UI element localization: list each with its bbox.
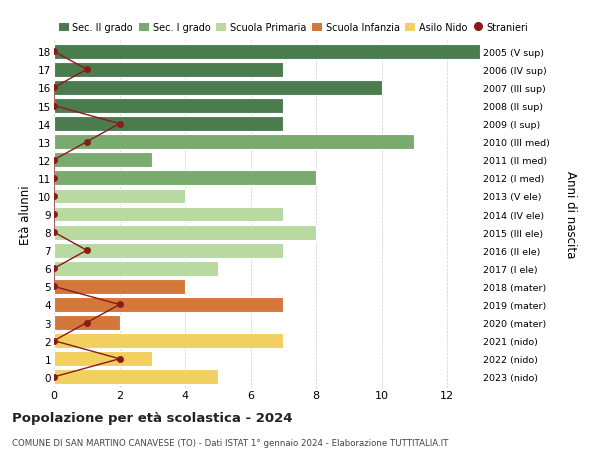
Y-axis label: Età alunni: Età alunni	[19, 185, 32, 244]
Bar	[54, 81, 382, 95]
Bar	[54, 243, 283, 258]
Y-axis label: Anni di nascita: Anni di nascita	[563, 171, 577, 258]
Bar	[54, 261, 218, 276]
Bar	[54, 297, 283, 312]
Bar	[54, 189, 185, 204]
Text: Popolazione per età scolastica - 2024: Popolazione per età scolastica - 2024	[12, 412, 293, 425]
Text: COMUNE DI SAN MARTINO CANAVESE (TO) - Dati ISTAT 1° gennaio 2024 - Elaborazione : COMUNE DI SAN MARTINO CANAVESE (TO) - Da…	[12, 438, 448, 448]
Bar	[54, 45, 480, 60]
Bar	[54, 315, 119, 330]
Bar	[54, 117, 283, 132]
Bar	[54, 99, 283, 114]
Bar	[54, 280, 185, 294]
Bar	[54, 171, 316, 186]
Bar	[54, 135, 415, 150]
Bar	[54, 153, 152, 168]
Bar	[54, 369, 218, 385]
Bar	[54, 63, 283, 78]
Bar	[54, 334, 283, 348]
Bar	[54, 207, 283, 222]
Bar	[54, 352, 152, 366]
Bar	[54, 225, 316, 240]
Legend: Sec. II grado, Sec. I grado, Scuola Primaria, Scuola Infanzia, Asilo Nido, Stran: Sec. II grado, Sec. I grado, Scuola Prim…	[59, 23, 529, 33]
